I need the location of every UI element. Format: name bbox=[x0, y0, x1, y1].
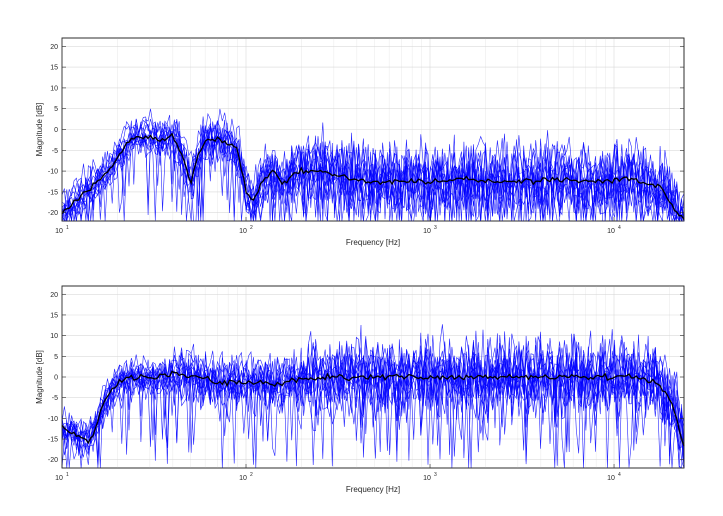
y-tick-label: -15 bbox=[48, 189, 58, 196]
y-axis-label: Magnitude [dB] bbox=[35, 350, 44, 404]
x-tick-exponent: 3 bbox=[434, 225, 437, 231]
y-tick-label: 15 bbox=[50, 65, 58, 72]
individual-response-line bbox=[61, 339, 685, 460]
x-tick-exponent: 1 bbox=[66, 225, 69, 231]
y-tick-label: -5 bbox=[52, 395, 58, 402]
x-tick-label: 10 bbox=[55, 475, 63, 482]
y-axis-label: Magnitude [dB] bbox=[35, 103, 44, 157]
y-tick-label: 10 bbox=[50, 333, 58, 340]
y-tick-label: 20 bbox=[50, 292, 58, 299]
y-tick-label: -10 bbox=[48, 169, 58, 176]
y-tick-label: 0 bbox=[54, 127, 58, 134]
x-tick-exponent: 4 bbox=[618, 225, 621, 231]
x-tick-label: 10 bbox=[239, 228, 247, 235]
x-tick-label: 10 bbox=[607, 475, 615, 482]
mean-response-line bbox=[61, 370, 685, 447]
curves bbox=[61, 108, 685, 223]
y-tick-label: -15 bbox=[48, 437, 58, 444]
individual-response-line bbox=[61, 108, 685, 222]
x-axis-label: Frequency [Hz] bbox=[346, 485, 400, 494]
mean-response-line bbox=[61, 132, 685, 220]
individual-response-line bbox=[61, 329, 685, 469]
individual-response-line bbox=[61, 119, 684, 222]
curves bbox=[61, 324, 685, 469]
individual-response-line bbox=[61, 340, 685, 469]
x-tick-label: 10 bbox=[55, 228, 63, 235]
x-tick-label: 10 bbox=[423, 475, 431, 482]
individual-response-line bbox=[61, 121, 685, 222]
x-tick-exponent: 4 bbox=[618, 472, 621, 478]
individual-response-line bbox=[61, 329, 685, 469]
x-axis-label: Frequency [Hz] bbox=[346, 238, 400, 247]
y-tick-label: 10 bbox=[50, 85, 58, 92]
y-tick-label: 15 bbox=[50, 312, 58, 319]
x-tick-exponent: 3 bbox=[434, 472, 437, 478]
individual-response-line bbox=[61, 118, 685, 222]
y-tick-label: 0 bbox=[54, 375, 58, 382]
x-tick-label: 10 bbox=[423, 228, 431, 235]
x-tick-label: 10 bbox=[607, 228, 615, 235]
x-tick-exponent: 2 bbox=[250, 472, 253, 478]
y-tick-label: -10 bbox=[48, 416, 58, 423]
x-tick-exponent: 2 bbox=[250, 225, 253, 231]
y-tick-label: -20 bbox=[48, 210, 58, 217]
y-tick-label: 5 bbox=[54, 106, 58, 113]
y-tick-label: -20 bbox=[48, 457, 58, 464]
x-tick-label: 10 bbox=[239, 475, 247, 482]
y-tick-label: 20 bbox=[50, 44, 58, 51]
x-tick-exponent: 1 bbox=[66, 472, 69, 478]
individual-response-line bbox=[61, 353, 685, 469]
y-tick-label: -5 bbox=[52, 148, 58, 155]
y-tick-label: 5 bbox=[54, 354, 58, 361]
